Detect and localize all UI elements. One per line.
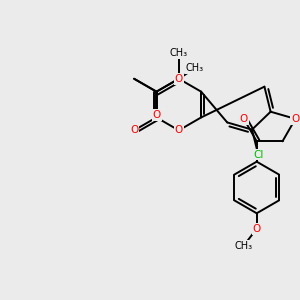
Text: O: O <box>240 114 248 124</box>
Text: O: O <box>175 125 183 135</box>
Text: O: O <box>130 125 138 135</box>
Text: O: O <box>291 114 299 124</box>
Text: CH₃: CH₃ <box>185 63 203 74</box>
Text: CH₃: CH₃ <box>235 241 253 250</box>
Text: O: O <box>175 74 183 84</box>
Text: O: O <box>152 110 161 120</box>
Text: CH₃: CH₃ <box>170 48 188 58</box>
Text: Cl: Cl <box>253 150 263 160</box>
Text: O: O <box>253 224 261 234</box>
